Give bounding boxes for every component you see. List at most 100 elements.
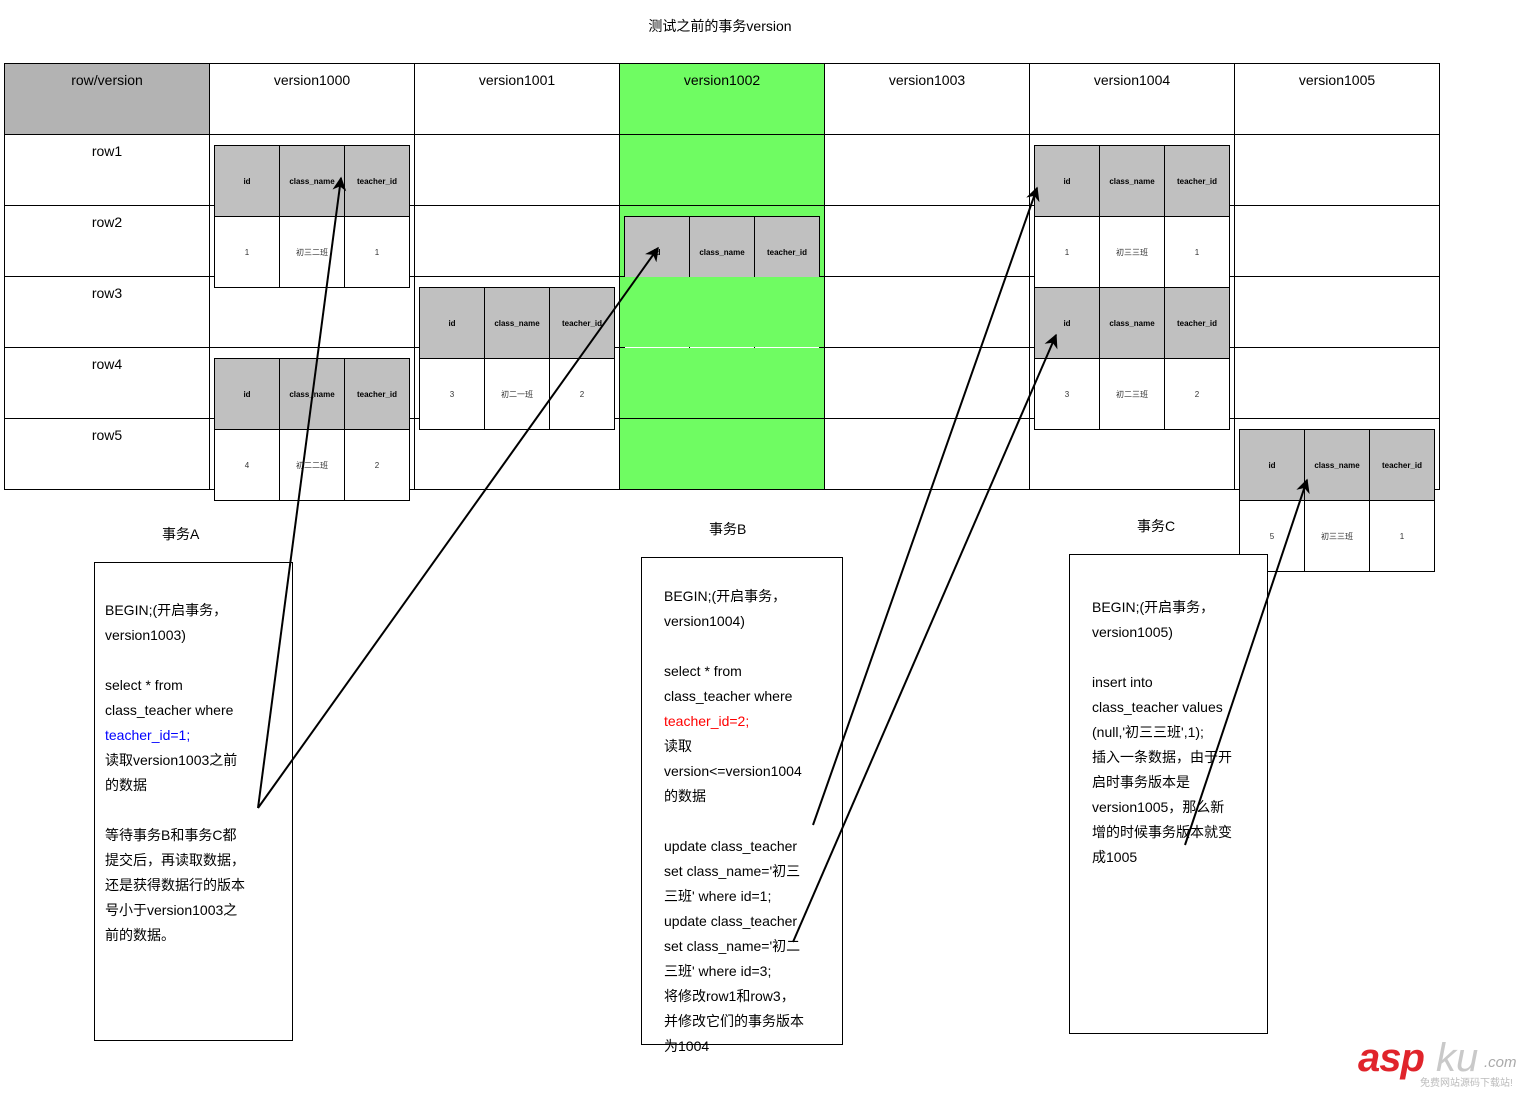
transaction-text-line: class_teacher where	[664, 688, 793, 704]
transaction-text-line: version1003)	[105, 627, 186, 643]
transaction-text-line: insert into	[1092, 674, 1153, 690]
version-header: version1000	[209, 63, 415, 135]
row-label: row2	[4, 205, 210, 277]
transaction-a-title: 事务A	[162, 526, 200, 542]
row-label: row5	[4, 418, 210, 490]
transaction-text-line: 还是获得数据行的版本	[105, 877, 245, 893]
transaction-text-line: 三班' where id=1;	[664, 888, 772, 904]
grid-cell	[414, 418, 620, 490]
corner-header: row/version	[4, 63, 210, 135]
spacer	[105, 648, 282, 673]
grid-cell	[824, 347, 1030, 419]
record-column-header: teacher_id	[1369, 429, 1435, 501]
transaction-text-line: 成1005	[1092, 849, 1138, 865]
version-header: version1002	[619, 63, 825, 135]
transaction-text-line: 三班' where id=3;	[664, 963, 772, 979]
grid-cell	[824, 276, 1030, 348]
grid-cell	[414, 205, 620, 277]
grid-cell	[824, 205, 1030, 277]
transaction-text-line: (null,'初三三班',1);	[1092, 724, 1204, 740]
version-header: version1005	[1234, 63, 1440, 135]
transaction-text-line: select * from	[664, 663, 742, 679]
transaction-text-line: 启时事务版本是	[1092, 774, 1190, 790]
spacer	[664, 634, 832, 659]
grid-cell	[824, 134, 1030, 206]
grid-cell	[209, 276, 415, 348]
transaction-text-line: select * from	[105, 677, 183, 693]
grid-cell: id class_name teacher_id 5 初三三班 1	[1234, 418, 1440, 572]
transaction-c-box: BEGIN;(开启事务， version1005) insert into class…	[1069, 554, 1268, 1034]
record-cell: 初三三班	[1304, 500, 1370, 572]
grid-cell: id class_name teacher_id 3 初二三班 2	[1029, 276, 1235, 430]
row-label: row1	[4, 134, 210, 206]
grid-cell	[619, 418, 825, 490]
row-label: row3	[4, 276, 210, 348]
transaction-text-line: 等待事务B和事务C都	[105, 827, 237, 843]
grid-cell	[209, 205, 415, 277]
transaction-text-line: class_teacher where	[105, 702, 234, 718]
grid-cell	[414, 347, 620, 419]
transaction-b-title: 事务B	[709, 521, 747, 537]
version-header: version1003	[824, 63, 1030, 135]
transaction-text-line: class_teacher values	[1092, 699, 1223, 715]
grid-cell: id class_name teacher_id 3 初二一班 2	[414, 276, 620, 430]
spacer	[664, 809, 832, 834]
transaction-text-line: 将修改row1和row3，	[664, 988, 795, 1004]
record-column-header: class_name	[1304, 429, 1370, 501]
transaction-text-line: teacher_id=2;	[664, 713, 750, 729]
grid-cell	[619, 134, 825, 206]
grid-cell	[209, 418, 415, 490]
transaction-text-line: 读取	[664, 738, 692, 754]
transaction-text-line: 号小于version1003之	[105, 902, 238, 918]
transaction-text-line: BEGIN;(开启事务，	[105, 602, 228, 618]
transaction-text-line: BEGIN;(开启事务，	[664, 588, 787, 604]
grid-cell: id class_name teacher_id 4 初二二班 2	[209, 347, 415, 501]
transaction-text-line: 为1004	[664, 1038, 710, 1054]
grid-cell	[619, 347, 825, 419]
transaction-text-line: teacher_id=1;	[105, 727, 191, 743]
version-grid: row/version version1000 version1001 version…	[4, 63, 1440, 572]
transaction-text-line: set class_name='初二	[664, 938, 801, 954]
grid-cell	[824, 418, 1030, 490]
grid-cell	[1234, 276, 1440, 348]
transaction-text-line: version<=version1004	[664, 763, 802, 779]
record-table: id class_name teacher_id 5 初三三班 1	[1239, 429, 1435, 572]
transaction-text-line: 的数据	[105, 777, 147, 793]
transaction-text-line: 提交后，再读取数据，	[105, 852, 245, 868]
grid-cell: id class_name teacher_id 1 初三二班 1	[209, 134, 415, 288]
transaction-text-line: 前的数据。	[105, 927, 175, 943]
grid-cell	[1029, 205, 1235, 277]
transaction-text-line: update class_teacher	[664, 838, 798, 854]
aspku-watermark-logo: asp ku .com 免费网站源码下载站!	[1358, 1036, 1517, 1089]
record-cell: 1	[1369, 500, 1435, 572]
transaction-text-line: BEGIN;(开启事务，	[1092, 599, 1215, 615]
diagram-title: 测试之前的事务version	[648, 18, 792, 34]
row-label: row4	[4, 347, 210, 419]
transaction-text-line: 读取version1003之前	[105, 752, 238, 768]
grid-cell	[1234, 347, 1440, 419]
transaction-text-line: 增的时候事务版本就变	[1092, 824, 1232, 840]
transaction-text-line: update class_teacher	[664, 913, 798, 929]
grid-cell	[1029, 347, 1235, 419]
grid-cell: id class_name teacher_id 1 初三三班 1	[1029, 134, 1235, 288]
record-column-header: id	[1239, 429, 1305, 501]
grid-cell	[414, 134, 620, 206]
transaction-text-line: version1004)	[664, 613, 745, 629]
transaction-text-line: set class_name='初三	[664, 863, 801, 879]
grid-cell	[1234, 134, 1440, 206]
transaction-text-line: 插入一条数据，由于开	[1092, 749, 1232, 765]
version-header: version1001	[414, 63, 620, 135]
version-header: version1004	[1029, 63, 1235, 135]
transaction-b-box: BEGIN;(开启事务， version1004) select * from cl…	[641, 557, 843, 1054]
grid-cell	[619, 276, 825, 348]
transaction-a-box: BEGIN;(开启事务， version1003) select * from cla…	[94, 562, 293, 1041]
transaction-c-title: 事务C	[1137, 518, 1176, 534]
spacer	[105, 798, 282, 823]
transaction-text-line: 的数据	[664, 788, 706, 804]
record-column-header: teacher_id	[1164, 145, 1230, 217]
transaction-text-line: version1005，那么新	[1092, 799, 1225, 815]
grid-cell	[1029, 418, 1235, 490]
spacer	[1092, 645, 1257, 670]
